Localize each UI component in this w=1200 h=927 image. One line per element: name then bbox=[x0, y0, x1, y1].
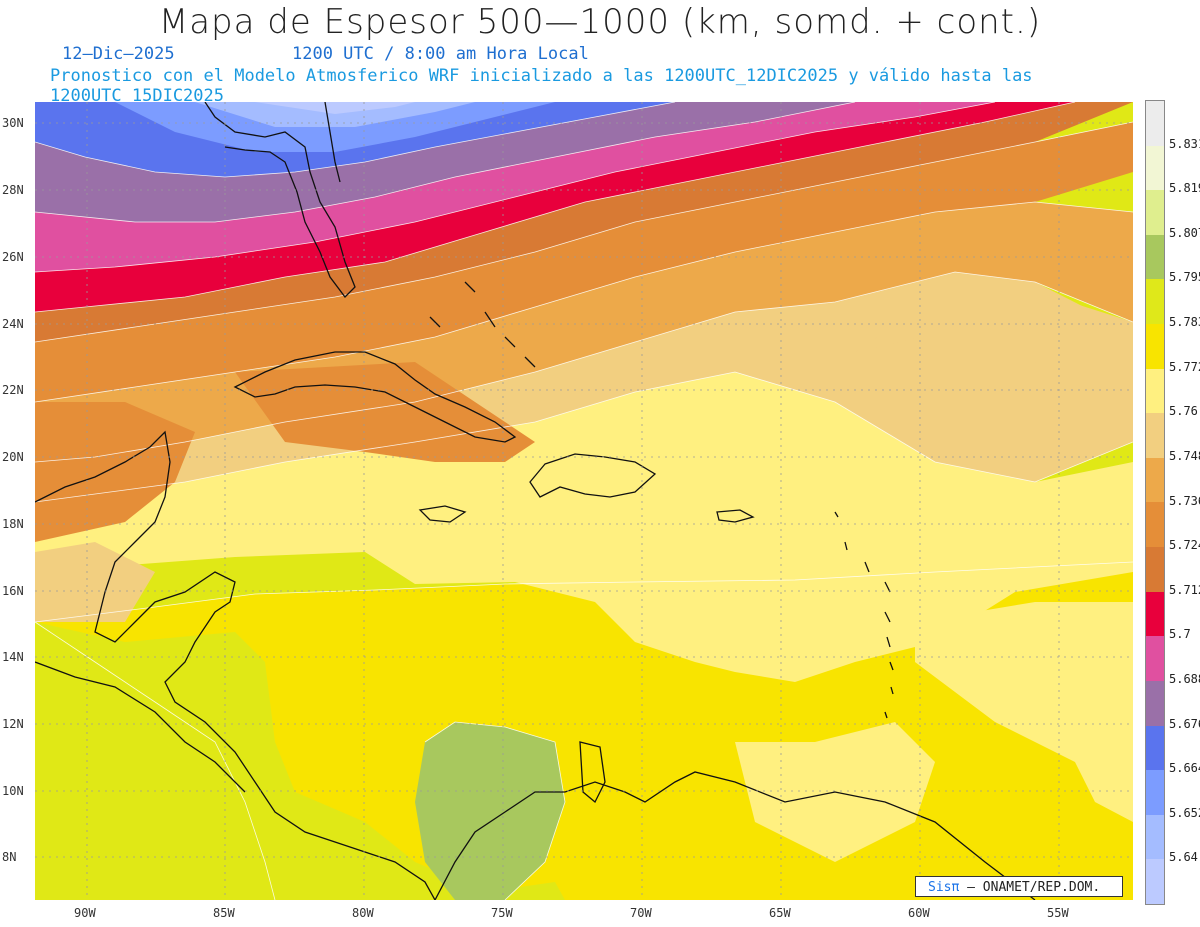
colorbar-swatch bbox=[1146, 502, 1164, 548]
lon-label: 65W bbox=[769, 906, 791, 920]
colorbar-label: 5.664 bbox=[1169, 761, 1200, 776]
colorbar bbox=[1145, 100, 1165, 905]
lon-label: 60W bbox=[908, 906, 930, 920]
colorbar-label: 5.712 bbox=[1169, 582, 1200, 597]
lat-label: 28N bbox=[2, 183, 24, 197]
colorbar-label: 5.807 bbox=[1169, 225, 1200, 240]
colorbar-swatch bbox=[1146, 413, 1164, 458]
colorbar-swatch bbox=[1146, 859, 1164, 904]
lon-label: 55W bbox=[1047, 906, 1069, 920]
credit-org: — ONAMET/REP.DOM. bbox=[959, 880, 1101, 895]
colorbar-label: 5.819 bbox=[1169, 181, 1200, 196]
colorbar-swatch bbox=[1146, 636, 1164, 681]
colorbar-label: 5.783 bbox=[1169, 315, 1200, 330]
lat-label: 30N bbox=[2, 116, 24, 130]
lat-label: 10N bbox=[2, 784, 24, 798]
colorbar-swatch bbox=[1146, 457, 1164, 503]
forecast-date: 12—Dic—2025 bbox=[62, 44, 175, 64]
credit-box: Sisπ — ONAMET/REP.DOM. bbox=[915, 876, 1123, 897]
colorbar-label: 5.736 bbox=[1169, 493, 1200, 508]
lon-label: 70W bbox=[630, 906, 652, 920]
credit-brand: Sisπ bbox=[928, 880, 960, 895]
lon-label: 80W bbox=[352, 906, 374, 920]
colorbar-swatch bbox=[1146, 279, 1164, 325]
colorbar-label: 5.676 bbox=[1169, 716, 1200, 731]
lat-label: 24N bbox=[2, 317, 24, 331]
colorbar-swatch bbox=[1146, 368, 1164, 414]
colorbar-label: 5.652 bbox=[1169, 805, 1200, 820]
lat-label: 20N bbox=[2, 450, 24, 464]
lat-label: 12N bbox=[2, 717, 24, 731]
colorbar-label: 5.688 bbox=[1169, 671, 1200, 686]
colorbar-label: 5.772 bbox=[1169, 359, 1200, 374]
colorbar-swatch bbox=[1146, 324, 1164, 369]
lat-label: 14N bbox=[2, 650, 24, 664]
colorbar-label: 5.76 bbox=[1169, 404, 1198, 419]
colorbar-label: 5.64 bbox=[1169, 850, 1198, 865]
forecast-time: 1200 UTC / 8:00 am Hora Local bbox=[292, 44, 589, 64]
colorbar-swatch bbox=[1146, 190, 1164, 235]
colorbar-label: 5.748 bbox=[1169, 448, 1200, 463]
lat-label: 16N bbox=[2, 584, 24, 598]
lon-label: 85W bbox=[213, 906, 235, 920]
colorbar-swatch bbox=[1146, 547, 1164, 592]
colorbar-swatch bbox=[1146, 234, 1164, 280]
lon-label: 90W bbox=[74, 906, 96, 920]
colorbar-swatch bbox=[1146, 814, 1164, 860]
colorbar-swatch bbox=[1146, 770, 1164, 815]
model-description: Pronostico con el Modelo Atmosferico WRF… bbox=[50, 66, 1033, 106]
map-title: Mapa de Espesor 500—1000 (km, somd. + co… bbox=[158, 2, 1042, 42]
lat-label: 8N bbox=[2, 850, 17, 864]
colorbar-swatch bbox=[1146, 145, 1164, 191]
colorbar-swatch bbox=[1146, 725, 1164, 771]
colorbar-label: 5.831 bbox=[1169, 136, 1200, 151]
lat-label: 26N bbox=[2, 250, 24, 264]
lat-label: 18N bbox=[2, 517, 24, 531]
colorbar-swatch bbox=[1146, 680, 1164, 726]
colorbar-swatch bbox=[1146, 101, 1164, 146]
lat-label: 22N bbox=[2, 383, 24, 397]
colorbar-swatch bbox=[1146, 591, 1164, 637]
colorbar-label: 5.795 bbox=[1169, 270, 1200, 285]
thickness-map bbox=[35, 102, 1133, 900]
lon-label: 75W bbox=[491, 906, 513, 920]
colorbar-label: 5.7 bbox=[1169, 627, 1191, 642]
colorbar-label: 5.724 bbox=[1169, 538, 1200, 553]
